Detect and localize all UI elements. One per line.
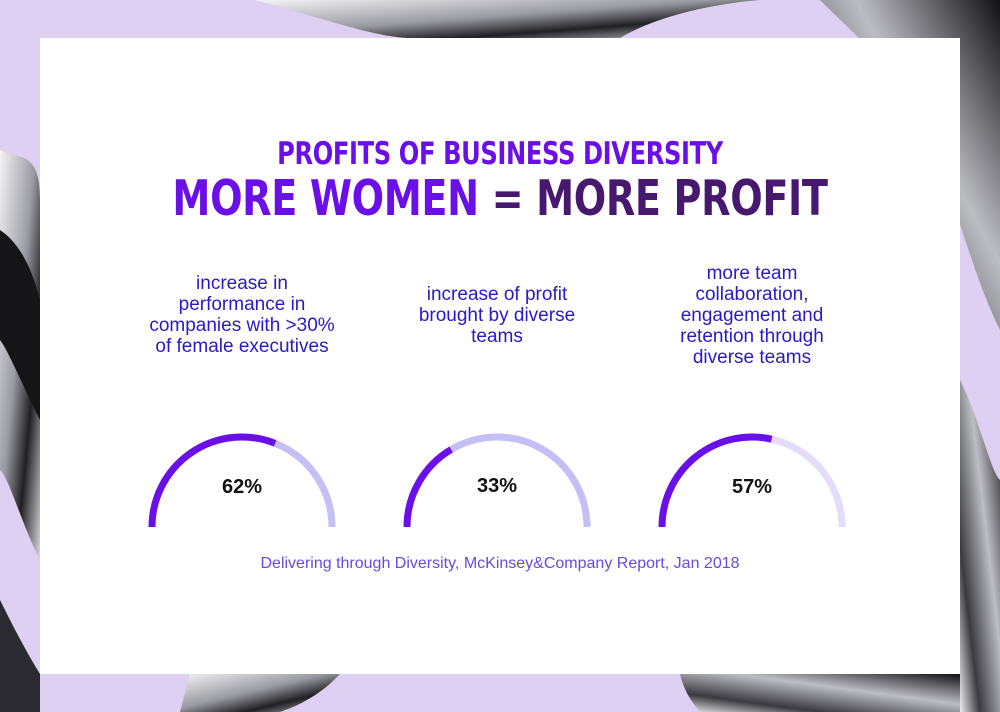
gauge-track bbox=[273, 440, 336, 528]
chart-title: PROFITS OF BUSINESS DIVERSITY bbox=[277, 136, 723, 172]
headline-part2: = MORE PROFIT bbox=[491, 170, 828, 227]
gauge-track bbox=[770, 435, 846, 528]
gauge-value: 57% bbox=[731, 476, 773, 498]
gauge-chart bbox=[658, 433, 846, 528]
source-note: Delivering through Diversity, McKinsey&C… bbox=[260, 555, 740, 572]
gauge-fill-arc bbox=[658, 433, 773, 528]
headline-part1: MORE WOMEN bbox=[172, 170, 479, 227]
gauge-fill-arc bbox=[148, 433, 277, 528]
gauge-label: increase in performance in companies wit… bbox=[149, 273, 335, 357]
gauge-label: more team collaboration, engagement and … bbox=[680, 262, 824, 368]
gauge-label: increase of profit brought by diverse te… bbox=[418, 283, 576, 347]
gauge-track bbox=[449, 433, 591, 528]
infographic-card: PROFITS OF BUSINESS DIVERSITY MORE WOMEN… bbox=[40, 38, 960, 674]
headline: MORE WOMEN = MORE PROFIT bbox=[141, 170, 859, 227]
gauge-value: 33% bbox=[476, 475, 518, 497]
gauge-fill-arc bbox=[403, 446, 454, 528]
gauge-chart bbox=[403, 433, 591, 528]
gauge-chart bbox=[148, 433, 336, 528]
gauge-value: 62% bbox=[221, 476, 263, 498]
